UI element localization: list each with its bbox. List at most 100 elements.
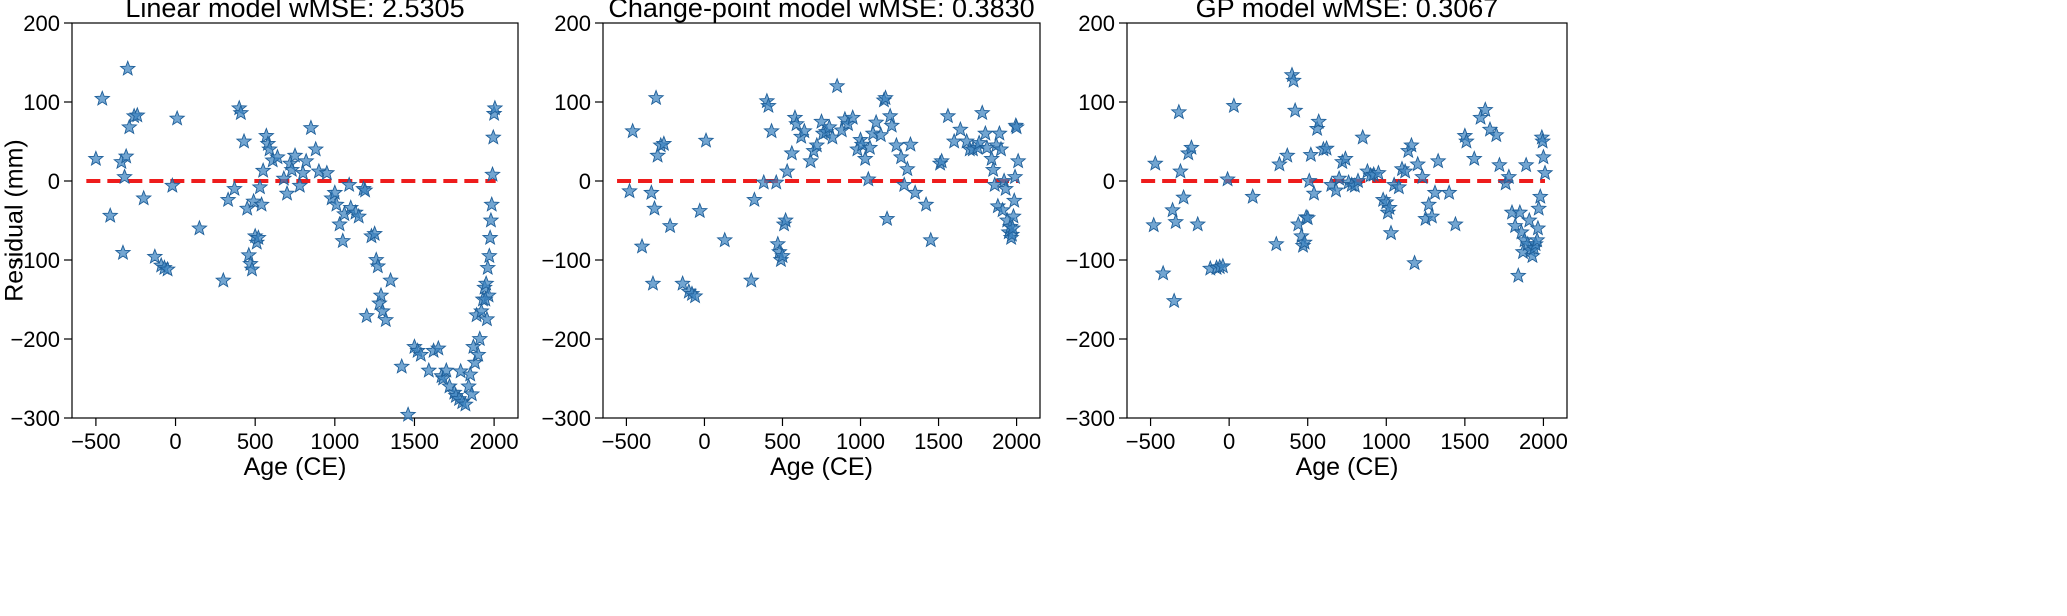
- data-point-star: [310, 162, 328, 179]
- data-point-star: [1278, 146, 1296, 163]
- data-point-star: [477, 290, 494, 307]
- y-tick-label: 100: [23, 90, 60, 115]
- x-tick-label: 1500: [1440, 429, 1489, 454]
- data-point-star: [283, 161, 301, 178]
- y-tick-label: 100: [1078, 90, 1115, 115]
- data-point-star: [1214, 257, 1232, 274]
- data-point-star: [783, 144, 801, 161]
- data-point-star: [1164, 201, 1181, 218]
- data-point-star: [465, 338, 482, 354]
- data-point-star: [382, 271, 399, 288]
- data-point-star: [254, 161, 272, 178]
- data-point-star: [939, 107, 957, 124]
- data-point-star: [1167, 213, 1185, 230]
- y-tick-label: 200: [554, 11, 591, 36]
- data-point-star: [463, 385, 481, 402]
- data-point-star: [1382, 224, 1400, 241]
- data-point-star: [1476, 101, 1494, 117]
- data-point-star: [661, 217, 679, 234]
- data-point-star: [1009, 152, 1027, 169]
- data-point-star: [867, 113, 885, 130]
- data-point-star: [769, 235, 787, 252]
- data-point-star: [1403, 136, 1420, 153]
- data-point-star: [922, 231, 940, 248]
- x-tick-label: 2000: [1519, 429, 1568, 454]
- x-tick-label: 1500: [390, 429, 439, 454]
- data-point-star: [331, 215, 348, 232]
- data-point-star: [226, 180, 243, 196]
- data-point-star: [647, 89, 665, 106]
- data-point-star: [945, 132, 963, 149]
- data-point-star: [1529, 219, 1547, 236]
- data-point-star: [767, 173, 785, 190]
- panel-gp-model: GP model wMSE: 0.3067 Age (CE) −500 0 500 1…: [1065, 0, 1567, 481]
- x-axis-label: Age (CE): [244, 453, 347, 481]
- plot-frame: [71, 22, 519, 419]
- y-tick-label: 0: [579, 169, 591, 194]
- data-point-star: [686, 287, 704, 304]
- data-point-star: [461, 365, 479, 382]
- data-point-star: [460, 377, 477, 394]
- x-tick-label: 2000: [992, 429, 1041, 454]
- data-point-star: [393, 357, 411, 374]
- data-point-star: [420, 361, 438, 378]
- data-point-star: [250, 229, 267, 245]
- data-point-star: [116, 168, 133, 185]
- data-point-star: [1520, 211, 1538, 228]
- data-point-star: [469, 346, 487, 362]
- x-axis-label: Age (CE): [770, 453, 873, 481]
- data-point-star: [1370, 164, 1387, 181]
- data-point-star: [232, 104, 250, 121]
- data-point-star: [214, 271, 232, 288]
- data-point-star: [350, 207, 368, 224]
- data-point-star: [1318, 139, 1335, 156]
- data-point-star: [377, 311, 395, 328]
- data-point-star: [983, 150, 1000, 166]
- data-point-star: [374, 302, 391, 319]
- y-tick-label: −100: [10, 248, 60, 273]
- data-point-star: [643, 184, 660, 200]
- data-point-star: [328, 195, 345, 212]
- y-tick-label: −200: [1065, 327, 1115, 352]
- data-point-star: [1530, 199, 1548, 216]
- x-tick-label: −500: [71, 429, 121, 454]
- data-point-star: [763, 122, 780, 139]
- y-tick-label: 100: [554, 90, 591, 115]
- data-point-star: [1183, 139, 1200, 155]
- x-tick-label: 1000: [310, 429, 359, 454]
- data-point-star: [1536, 164, 1554, 181]
- data-point-star: [101, 207, 119, 223]
- data-point-star: [119, 60, 137, 76]
- data-point-star: [788, 115, 805, 132]
- data-point-star: [1406, 254, 1423, 271]
- data-point-star: [1296, 233, 1313, 250]
- data-point-star: [484, 128, 502, 145]
- data-point-star: [674, 274, 691, 291]
- data-point-star: [318, 164, 336, 181]
- data-point-star: [649, 146, 666, 163]
- chart-title: Linear model wMSE: 2.5305: [125, 0, 464, 23]
- data-point-star: [883, 116, 901, 133]
- x-tick-label: −500: [1126, 429, 1176, 454]
- data-point-star: [297, 152, 315, 169]
- data-point-star: [1145, 216, 1163, 233]
- data-point-star: [275, 169, 293, 186]
- data-point-star: [302, 119, 320, 136]
- data-point-star: [93, 90, 111, 106]
- data-point-star: [473, 302, 490, 319]
- data-point-star: [481, 229, 499, 245]
- data-point-star: [958, 132, 975, 149]
- data-point-star: [1465, 150, 1483, 166]
- data-point-star: [240, 246, 258, 263]
- data-point-star: [238, 199, 256, 216]
- data-point-star: [973, 104, 991, 121]
- data-point-star: [434, 369, 452, 386]
- data-point-star: [412, 346, 430, 362]
- data-point-star: [742, 271, 760, 288]
- data-point-star: [479, 259, 497, 275]
- data-point-star: [1500, 168, 1518, 185]
- data-point-star: [478, 310, 496, 327]
- data-point-star: [477, 274, 495, 291]
- x-tick-label: 0: [698, 429, 710, 454]
